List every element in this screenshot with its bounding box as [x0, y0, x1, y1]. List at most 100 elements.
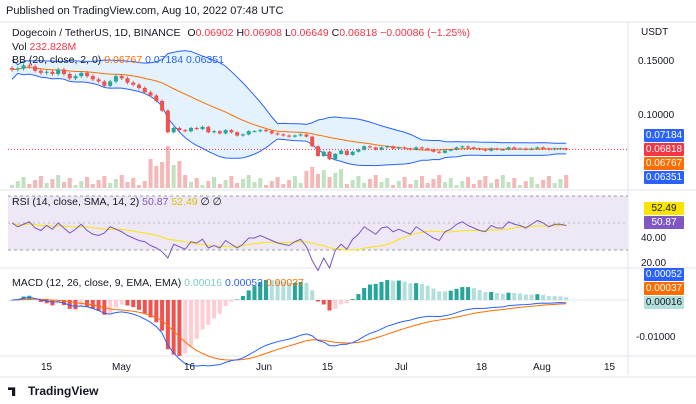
candle-body [108, 81, 113, 86]
candle-body [50, 71, 55, 74]
volume-bar [212, 177, 217, 188]
last-price-tag: 0.06818 [644, 143, 684, 156]
candle-body [391, 146, 396, 149]
high-value: 0.06908 [244, 27, 283, 39]
candle-body [512, 147, 517, 149]
volume-bar [258, 178, 263, 188]
rsi-sma-line [11, 222, 567, 251]
macd-histogram-bar [310, 290, 315, 300]
volume-bar [235, 183, 240, 188]
macd-histogram-bar [90, 300, 95, 309]
candle-body [27, 65, 32, 67]
macd-histogram-bar [425, 285, 430, 300]
macd-hist-tag: 0.00016 [644, 296, 684, 309]
macd-histogram-bar [402, 281, 407, 300]
candle-body [339, 150, 344, 154]
rsi-sma-value: 52.49 [171, 196, 198, 208]
rsi-tick: 20.00 [641, 258, 667, 269]
candle-body [119, 76, 124, 79]
macd-line [11, 296, 567, 367]
macd-histogram-bar [500, 293, 505, 300]
candle-body [454, 147, 459, 150]
candle-body [21, 65, 26, 69]
volume-bar [44, 183, 49, 188]
macd-histogram-bar [85, 300, 90, 307]
volume-bar [500, 175, 505, 188]
rsi-label[interactable]: RSI (14, close, SMA, 14, 2) [12, 196, 140, 208]
close-label: C [331, 27, 340, 39]
symbol-name[interactable]: Dogecoin / TetherUS, 1D, BINANCE [12, 27, 181, 39]
volume-bar [73, 185, 78, 188]
volume-bar [310, 167, 315, 188]
candle-body [67, 73, 72, 79]
volume-bar [67, 178, 72, 188]
volume-bar [477, 180, 482, 188]
volume-bar [541, 180, 546, 188]
bb-mid-tag: 0.06767 [644, 157, 684, 170]
bb-upper-line [11, 50, 567, 144]
macd-histogram-bar [223, 300, 228, 307]
volume-bar [367, 179, 372, 188]
macd-histogram-bar [67, 300, 72, 309]
low-label: L [284, 27, 291, 39]
volume-bar [33, 180, 38, 188]
candle-body [131, 82, 136, 85]
candle-body [177, 127, 182, 131]
volume-bar [494, 179, 499, 188]
macd-histogram-bar [108, 300, 113, 314]
candle-body [223, 130, 228, 134]
macd-histogram-bar [206, 300, 211, 325]
candle-body [188, 127, 193, 132]
macd-histogram-bar [315, 300, 320, 302]
volume-bar [119, 175, 124, 188]
high-label: H [236, 27, 245, 39]
bb-label[interactable]: BB (20, close, 2, 0) [12, 54, 102, 66]
candle-body [142, 88, 147, 93]
volume-bar [183, 175, 188, 188]
macd-histogram-bar [518, 293, 523, 300]
candle-body [356, 149, 361, 152]
tradingview-logo[interactable]: TradingView [8, 384, 98, 398]
volume-bar [471, 184, 476, 188]
candle-body [529, 148, 534, 150]
volume-bar [431, 179, 436, 188]
candle-body [281, 134, 286, 136]
candle-body [414, 147, 419, 150]
volume-label[interactable]: Vol [12, 41, 27, 53]
candle-body [148, 92, 153, 96]
rsi-value: 50.87 [142, 196, 169, 208]
macd-tick: -0.01000 [636, 332, 676, 343]
candle-body [396, 147, 401, 149]
time-tick: 18 [476, 362, 488, 373]
candle-body [321, 151, 326, 157]
macd-label[interactable]: MACD (12, 26, close, 9, EMA, EMA) [12, 277, 182, 289]
volume-bar [275, 177, 280, 188]
candle-body [102, 81, 107, 86]
volume-bar [396, 181, 401, 188]
macd-histogram-bar [292, 282, 297, 300]
candle-body [310, 136, 315, 147]
volume-bar [523, 181, 528, 188]
candle-body [442, 150, 448, 153]
macd-histogram-bar [477, 289, 482, 300]
candle-body [258, 130, 263, 132]
candle-body [61, 69, 66, 74]
volume-bar [466, 177, 471, 188]
candle-body [385, 146, 390, 148]
volume-bar [264, 185, 269, 188]
candle-body [362, 146, 367, 150]
macd-histogram-bar [142, 300, 147, 314]
volume-bar [558, 179, 563, 188]
macd-histogram-bar [535, 294, 540, 300]
publish-header: Published on TradingView.com, Aug 10, 20… [6, 5, 284, 17]
candle-body [136, 84, 142, 88]
volume-bar [535, 184, 540, 188]
volume-bar [460, 181, 465, 188]
candle-body [206, 126, 211, 133]
candle-body [240, 134, 245, 136]
volume-bar [21, 177, 26, 188]
macd-histogram-bar [339, 300, 344, 305]
candle-body [171, 127, 176, 133]
macd-histogram-bar [252, 286, 257, 300]
